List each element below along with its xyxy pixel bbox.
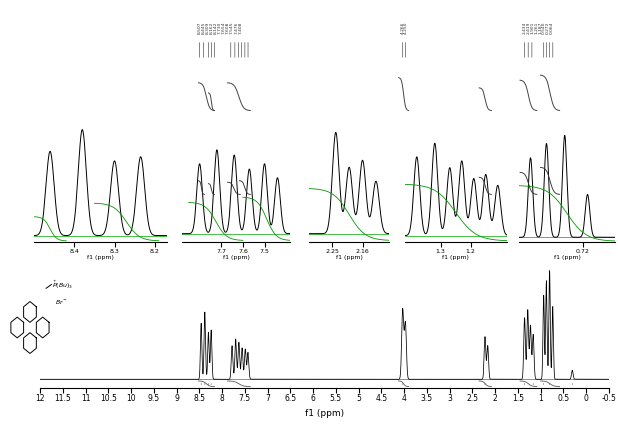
- Text: $\overset{+}{P}(Bu)_3$: $\overset{+}{P}(Bu)_3$: [53, 278, 74, 291]
- X-axis label: f1 (ppm): f1 (ppm): [336, 255, 363, 260]
- X-axis label: f1 (ppm): f1 (ppm): [223, 255, 250, 260]
- X-axis label: f1 (ppm): f1 (ppm): [305, 409, 344, 418]
- Text: 7.476: 7.476: [234, 21, 238, 34]
- Text: 4.250: 4.250: [404, 21, 407, 34]
- Text: 1.901: 1.901: [530, 21, 535, 34]
- Text: 8.162: 8.162: [210, 21, 214, 34]
- X-axis label: f1 (ppm): f1 (ppm): [87, 255, 114, 260]
- Text: 7.408: 7.408: [239, 21, 242, 34]
- Text: 4.266: 4.266: [400, 21, 405, 34]
- Text: 8.445: 8.445: [201, 21, 205, 34]
- X-axis label: f1 (ppm): f1 (ppm): [554, 255, 580, 260]
- Text: 8.507: 8.507: [197, 21, 201, 34]
- Text: $Br^{-}$: $Br^{-}$: [55, 298, 67, 306]
- Text: 7.730: 7.730: [218, 21, 222, 34]
- Text: 0.272: 0.272: [546, 21, 550, 34]
- Text: 8.309: 8.309: [206, 21, 210, 34]
- Text: 0.540: 0.540: [542, 21, 546, 34]
- Text: 8.142: 8.142: [214, 21, 218, 34]
- Text: 7.545: 7.545: [230, 21, 234, 34]
- Text: 1.261: 1.261: [534, 21, 538, 34]
- Text: 7.608: 7.608: [226, 21, 230, 34]
- Text: 1.187: 1.187: [538, 21, 542, 34]
- Text: 0.064: 0.064: [549, 21, 554, 34]
- X-axis label: f1 (ppm): f1 (ppm): [442, 255, 469, 260]
- Text: 7.654: 7.654: [222, 21, 226, 34]
- Text: 2.434: 2.434: [523, 21, 527, 34]
- Text: 2.419: 2.419: [527, 21, 530, 34]
